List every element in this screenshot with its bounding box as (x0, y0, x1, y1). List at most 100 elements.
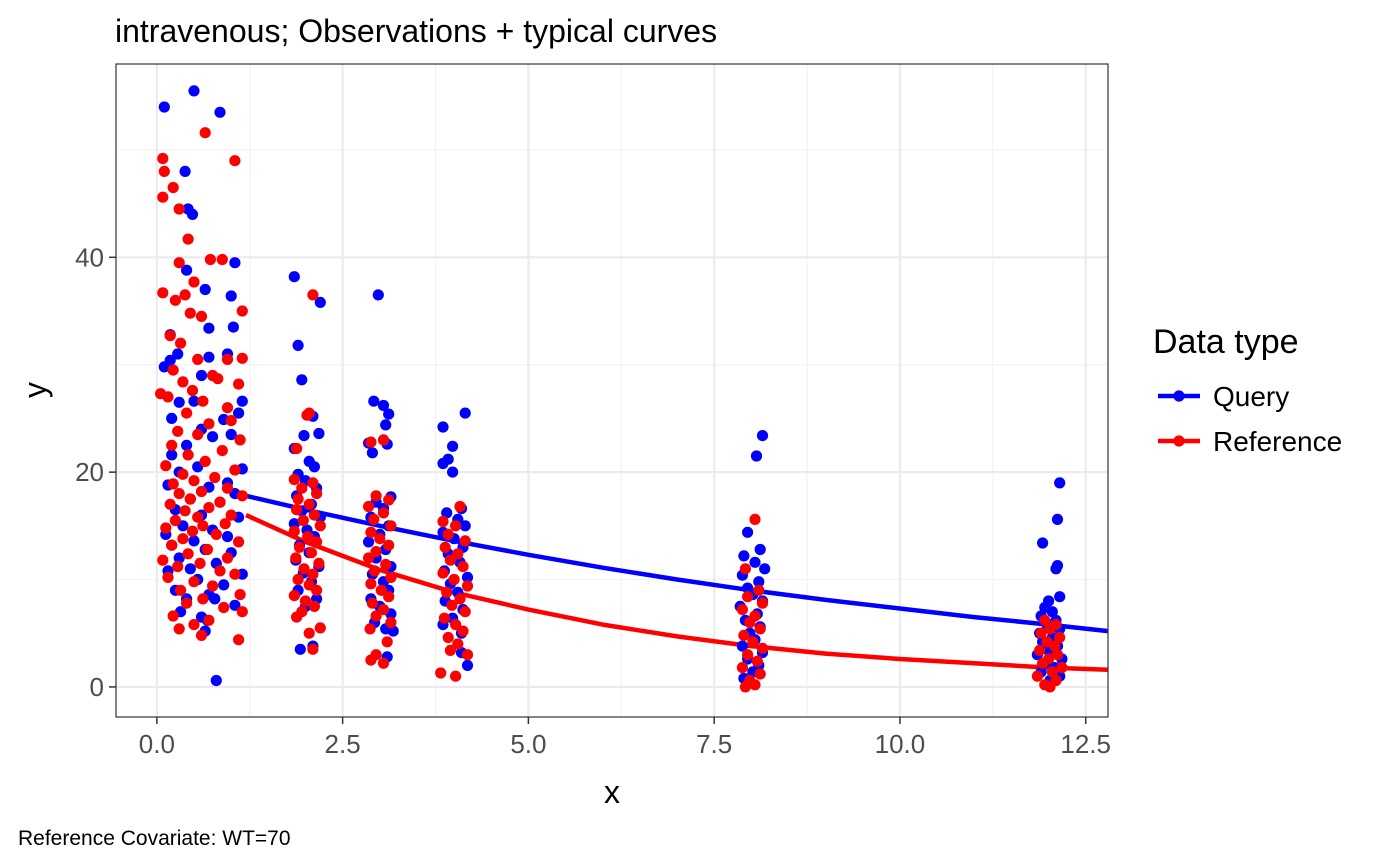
point-reference (444, 644, 456, 657)
point-reference (160, 460, 172, 472)
point-reference (377, 604, 390, 616)
point-reference (157, 554, 169, 566)
point-reference (365, 436, 377, 448)
point-reference (744, 616, 756, 629)
caption: Reference Covariate: WT=70 (18, 827, 291, 850)
point-query (447, 466, 459, 478)
legend-label-query: Query (1213, 381, 1289, 412)
point-reference (157, 191, 169, 203)
point-reference (182, 548, 194, 560)
x-tick-label: 2.5 (325, 729, 361, 759)
point-reference (182, 449, 194, 461)
point-reference (197, 520, 209, 532)
point-reference (1039, 614, 1051, 626)
point-reference (292, 493, 304, 505)
point-query (313, 427, 325, 440)
point-reference (192, 511, 204, 523)
point-query (1051, 560, 1064, 572)
point-query (383, 408, 395, 420)
point-query (207, 431, 219, 443)
point-reference (291, 442, 303, 455)
point-reference (308, 509, 320, 521)
point-reference (175, 584, 187, 596)
y-tick-label: 0 (90, 672, 104, 702)
point-reference (459, 535, 471, 547)
point-query (225, 290, 237, 302)
point-reference (157, 152, 169, 165)
point-query (184, 563, 196, 575)
point-reference (749, 679, 761, 691)
point-reference (303, 627, 315, 639)
point-query (759, 563, 771, 575)
point-reference (229, 464, 241, 476)
point-query (377, 399, 390, 412)
point-reference (739, 681, 752, 693)
point-query (738, 550, 750, 562)
point-reference (197, 593, 209, 605)
point-query (203, 322, 215, 334)
point-query (372, 289, 384, 301)
point-reference (363, 500, 375, 513)
point-query (442, 453, 454, 465)
point-query (173, 552, 185, 564)
point-reference (297, 514, 309, 527)
point-reference (201, 543, 213, 556)
point-query (461, 659, 474, 672)
point-reference (738, 629, 750, 642)
point-reference (383, 591, 395, 603)
point-reference (459, 606, 471, 618)
point-reference (369, 565, 381, 577)
legend-entries: Query Reference (1158, 381, 1342, 457)
point-reference (307, 643, 319, 655)
x-tick-label: 12.5 (1060, 729, 1111, 759)
point-query (172, 348, 184, 360)
point-reference (181, 407, 193, 419)
point-query (447, 440, 459, 452)
observation-points (155, 85, 1068, 693)
point-reference (204, 253, 216, 266)
point-reference (313, 557, 325, 570)
point-query (158, 101, 170, 113)
point-reference (203, 418, 215, 430)
point-reference (173, 257, 185, 269)
point-reference (229, 155, 241, 167)
point-reference (236, 606, 248, 618)
point-reference (364, 623, 376, 635)
point-query (229, 599, 241, 611)
point-reference (214, 565, 226, 577)
point-query (210, 674, 222, 687)
point-reference (186, 384, 199, 397)
point-reference (1044, 623, 1056, 635)
point-reference (236, 305, 248, 317)
legend-title: Data type (1153, 323, 1299, 361)
point-reference (1056, 662, 1068, 674)
point-query (173, 396, 185, 408)
point-reference (169, 294, 181, 306)
point-query (366, 447, 378, 459)
point-reference (225, 509, 237, 521)
point-reference (175, 337, 187, 349)
point-query (188, 395, 200, 407)
point-reference (233, 634, 245, 646)
point-reference (377, 434, 390, 446)
point-reference (1051, 649, 1064, 661)
point-reference (302, 531, 314, 543)
point-reference (739, 563, 752, 575)
point-reference (177, 533, 189, 545)
point-reference (291, 504, 303, 516)
x-tick-label: 5.0 (510, 729, 546, 759)
point-query (742, 526, 754, 538)
point-reference (452, 548, 464, 560)
point-reference (167, 364, 179, 376)
point-reference (229, 568, 241, 580)
point-reference (207, 580, 219, 592)
point-reference (188, 619, 200, 631)
point-reference (195, 310, 208, 322)
point-reference (203, 502, 215, 514)
point-reference (181, 597, 193, 609)
point-reference (199, 127, 211, 139)
point-reference (195, 485, 208, 498)
point-query (179, 165, 191, 177)
point-reference (236, 352, 248, 364)
point-reference (461, 580, 474, 592)
